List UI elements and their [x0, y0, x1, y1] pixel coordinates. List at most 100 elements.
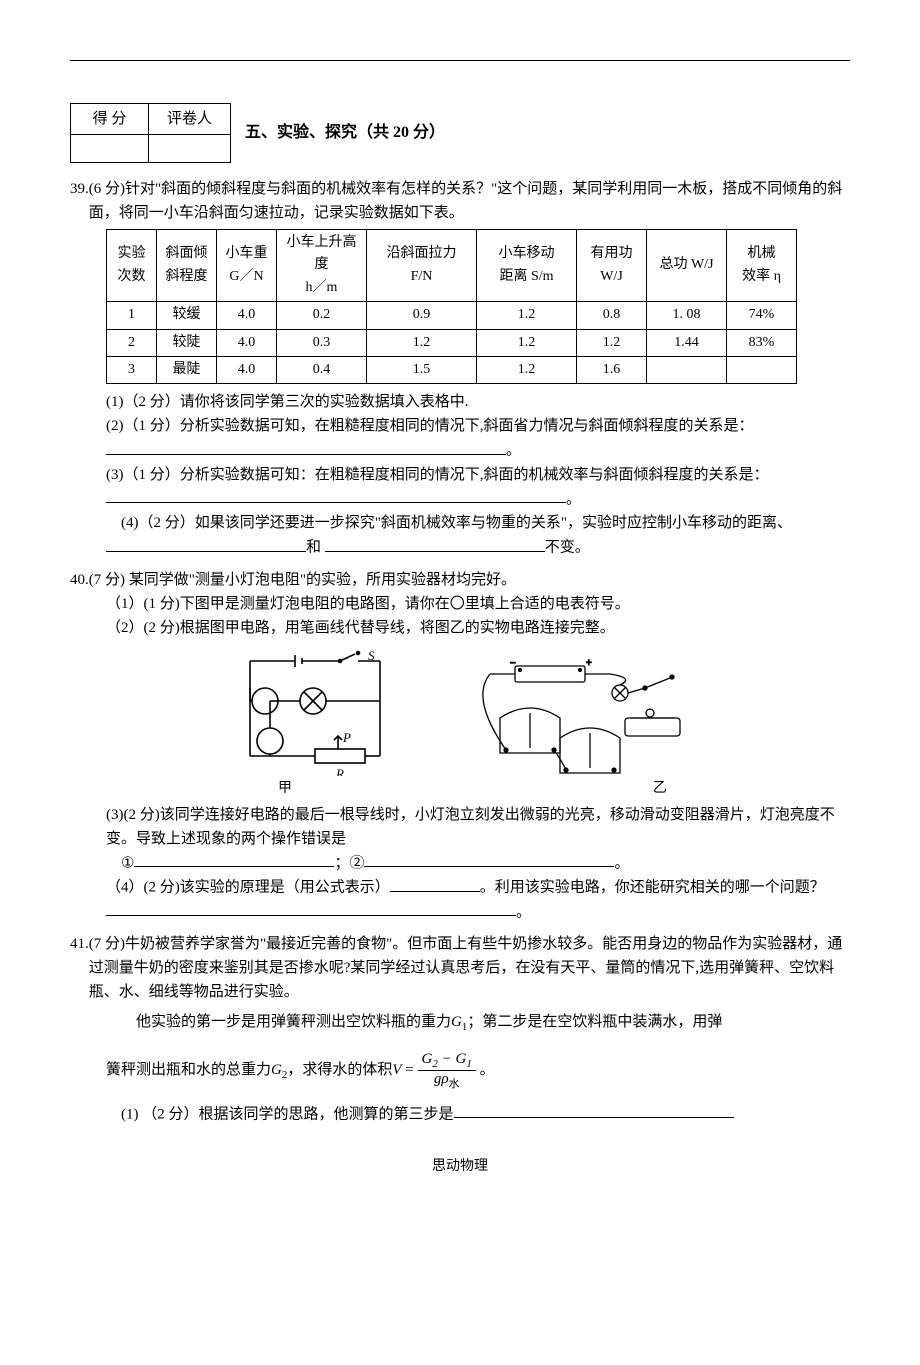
- score-table: 得 分 评卷人: [70, 103, 231, 163]
- th: 有用功 W/J: [577, 230, 647, 302]
- q39-p4b: 和: [306, 540, 321, 556]
- q40-p1: （1）(1 分)下图甲是测量灯泡电阻的电路图，请你在〇里填上合适的电表符号。: [70, 592, 850, 616]
- mark1: ①: [121, 855, 134, 871]
- blank[interactable]: [106, 487, 566, 504]
- svg-text:+: +: [586, 658, 592, 669]
- td: 0.8: [577, 302, 647, 329]
- blank[interactable]: [106, 438, 506, 455]
- td: 4.0: [217, 329, 277, 356]
- td: 最陡: [157, 356, 217, 383]
- svg-text:−: −: [510, 658, 516, 669]
- blank[interactable]: [325, 535, 545, 552]
- q41-stem: 牛奶被营养学家誉为"最接近完善的食物"。但市面上有些牛奶掺水较多。能否用身边的物…: [89, 936, 843, 1000]
- q39-p4: (4)（2 分）如果该同学还要进一步探究"斜面机械效率与物重的关系"，实验时应控…: [70, 511, 850, 560]
- q39-p2-text: (2)（1 分）分析实验数据可知，在粗糙程度相同的情况下,斜面省力情况与斜面倾斜…: [106, 418, 754, 434]
- q39-pts: (6 分): [89, 181, 125, 197]
- q40-figures: S P R 甲 −+: [70, 646, 850, 801]
- td: 1.5: [367, 356, 477, 383]
- td: 0.4: [277, 356, 367, 383]
- blank[interactable]: [106, 900, 516, 917]
- td: 4.0: [217, 356, 277, 383]
- q40-p3a: (3)(2 分)该同学连接好电路的最后一根导线时，小灯泡立刻发出微弱的光亮，移动…: [106, 807, 835, 847]
- score-cell[interactable]: [71, 135, 149, 163]
- blank[interactable]: [106, 535, 306, 552]
- mark2: ；②: [334, 855, 364, 871]
- physical-circuit-icon: −+: [460, 658, 690, 788]
- q40-p2: （2）(2 分)根据图甲电路，用笔画线代替导线，将图乙的实物电路连接完整。: [70, 616, 850, 640]
- q39-num: 39.: [70, 177, 89, 225]
- grader-label: 评卷人: [149, 104, 231, 135]
- blank[interactable]: [364, 851, 614, 868]
- th: 实验 次数: [107, 230, 157, 302]
- q39-p1: (1)（2 分）请你将该同学第三次的实验数据填入表格中.: [70, 390, 850, 414]
- td: 1.2: [477, 356, 577, 383]
- q40-p4a: （4）(2 分)该实验的原理是（用公式表示）: [106, 880, 390, 896]
- fig-yi: −+ 乙: [460, 658, 690, 801]
- fraction: G2 − G1 gρ水: [418, 1051, 476, 1090]
- blank[interactable]: [134, 851, 334, 868]
- td: 1. 08: [647, 302, 727, 329]
- td: 较陡: [157, 329, 217, 356]
- th: 沿斜面拉力 F/N: [367, 230, 477, 302]
- question-41: 41. (7 分)牛奶被营养学家誉为"最接近完善的食物"。但市面上有些牛奶掺水较…: [70, 932, 850, 1126]
- svg-text:S: S: [368, 648, 375, 663]
- th: 小车上升高度 h／m: [277, 230, 367, 302]
- q40-num: 40.: [70, 568, 89, 592]
- td[interactable]: [727, 356, 797, 383]
- q40-pts: (7 分): [89, 572, 125, 588]
- td: 4.0: [217, 302, 277, 329]
- q40-stem: 某同学做"测量小灯泡电阻"的实验，所用实验器材均完好。: [125, 572, 516, 588]
- td[interactable]: [647, 356, 727, 383]
- th: 总功 W/J: [647, 230, 727, 302]
- td: 2: [107, 329, 157, 356]
- q41-para2: 簧秤测出瓶和水的总重力G2，求得水的体积V = G2 − G1 gρ水 。: [70, 1051, 850, 1090]
- th: 斜面倾 斜程度: [157, 230, 217, 302]
- q40-p4b: 。利用该实验电路，你还能研究相关的哪一个问题？: [480, 880, 825, 896]
- q41-p1-text: (1) （2 分）根据该同学的思路，他测算的第三步是: [121, 1106, 454, 1122]
- td: 1.2: [577, 329, 647, 356]
- q39-table: 实验 次数 斜面倾 斜程度 小车重 G／N 小车上升高度 h／m 沿斜面拉力 F…: [106, 229, 797, 384]
- td: 1.2: [367, 329, 477, 356]
- svg-text:P: P: [342, 730, 351, 745]
- question-39: 39. (6 分)针对"斜面的倾斜程度与斜面的机械效率有怎样的关系？"这个问题，…: [70, 177, 850, 560]
- question-40: 40. (7 分) 某同学做"测量小灯泡电阻"的实验，所用实验器材均完好。 （1…: [70, 568, 850, 924]
- score-label: 得 分: [71, 104, 149, 135]
- q39-p4a: (4)（2 分）如果该同学还要进一步探究"斜面机械效率与物重的关系"，实验时应控…: [121, 515, 792, 531]
- q41-para1: 他实验的第一步是用弹簧秤测出空饮料瓶的重力G1；第二步是在空饮料瓶中装满水，用弹: [70, 1010, 850, 1037]
- q41-para1b: ；第二步是在空饮料瓶中装满水，用弹: [467, 1014, 722, 1030]
- td: 83%: [727, 329, 797, 356]
- q39-p2: (2)（1 分）分析实验数据可知，在粗糙程度相同的情况下,斜面省力情况与斜面倾斜…: [70, 414, 850, 463]
- td: 1.6: [577, 356, 647, 383]
- score-section-row: 得 分 评卷人 五、实验、探究（共 20 分）: [70, 103, 850, 163]
- td: 0.9: [367, 302, 477, 329]
- td: 1.2: [477, 329, 577, 356]
- top-rule: [70, 60, 850, 61]
- th: 机械 效率 η: [727, 230, 797, 302]
- td: 较缓: [157, 302, 217, 329]
- caption-jia: 甲: [170, 778, 400, 800]
- q41-para1a: 他实验的第一步是用弹簧秤测出空饮料瓶的重力: [136, 1014, 451, 1030]
- grader-cell[interactable]: [149, 135, 231, 163]
- q39-p3: (3)（1 分）分析实验数据可知：在粗糙程度相同的情况下,斜面的机械效率与斜面倾…: [70, 463, 850, 512]
- q39-p4c: 不变。: [545, 540, 590, 556]
- td: 1.44: [647, 329, 727, 356]
- q41-num: 41.: [70, 932, 89, 1004]
- q40-p3-blanks: ①；②。: [70, 851, 850, 876]
- q41-para2a: 簧秤测出瓶和水的总重力: [106, 1062, 271, 1078]
- lbl-R: R: [335, 766, 344, 776]
- q40-p4: （4）(2 分)该实验的原理是（用公式表示） 。利用该实验电路，你还能研究相关的哪…: [70, 875, 850, 924]
- q41-pts: (7 分): [89, 936, 125, 952]
- page-footer: 思动物理: [70, 1156, 850, 1178]
- td: 0.2: [277, 302, 367, 329]
- q40-p3: (3)(2 分)该同学连接好电路的最后一根导线时，小灯泡立刻发出微弱的光亮，移动…: [70, 803, 850, 851]
- q41-para2b: ，求得水的体积: [287, 1062, 392, 1078]
- td: 0.3: [277, 329, 367, 356]
- q41-p1: (1) （2 分）根据该同学的思路，他测算的第三步是: [70, 1102, 850, 1127]
- td: 1.2: [477, 302, 577, 329]
- q39-p3-text: (3)（1 分）分析实验数据可知：在粗糙程度相同的情况下,斜面的机械效率与斜面倾…: [106, 467, 769, 483]
- q39-stem: 针对"斜面的倾斜程度与斜面的机械效率有怎样的关系？"这个问题，某同学利用同一木板…: [89, 181, 843, 221]
- td: 1: [107, 302, 157, 329]
- blank[interactable]: [454, 1102, 734, 1119]
- fig-jia: S P R 甲: [230, 646, 400, 801]
- blank[interactable]: [390, 875, 480, 892]
